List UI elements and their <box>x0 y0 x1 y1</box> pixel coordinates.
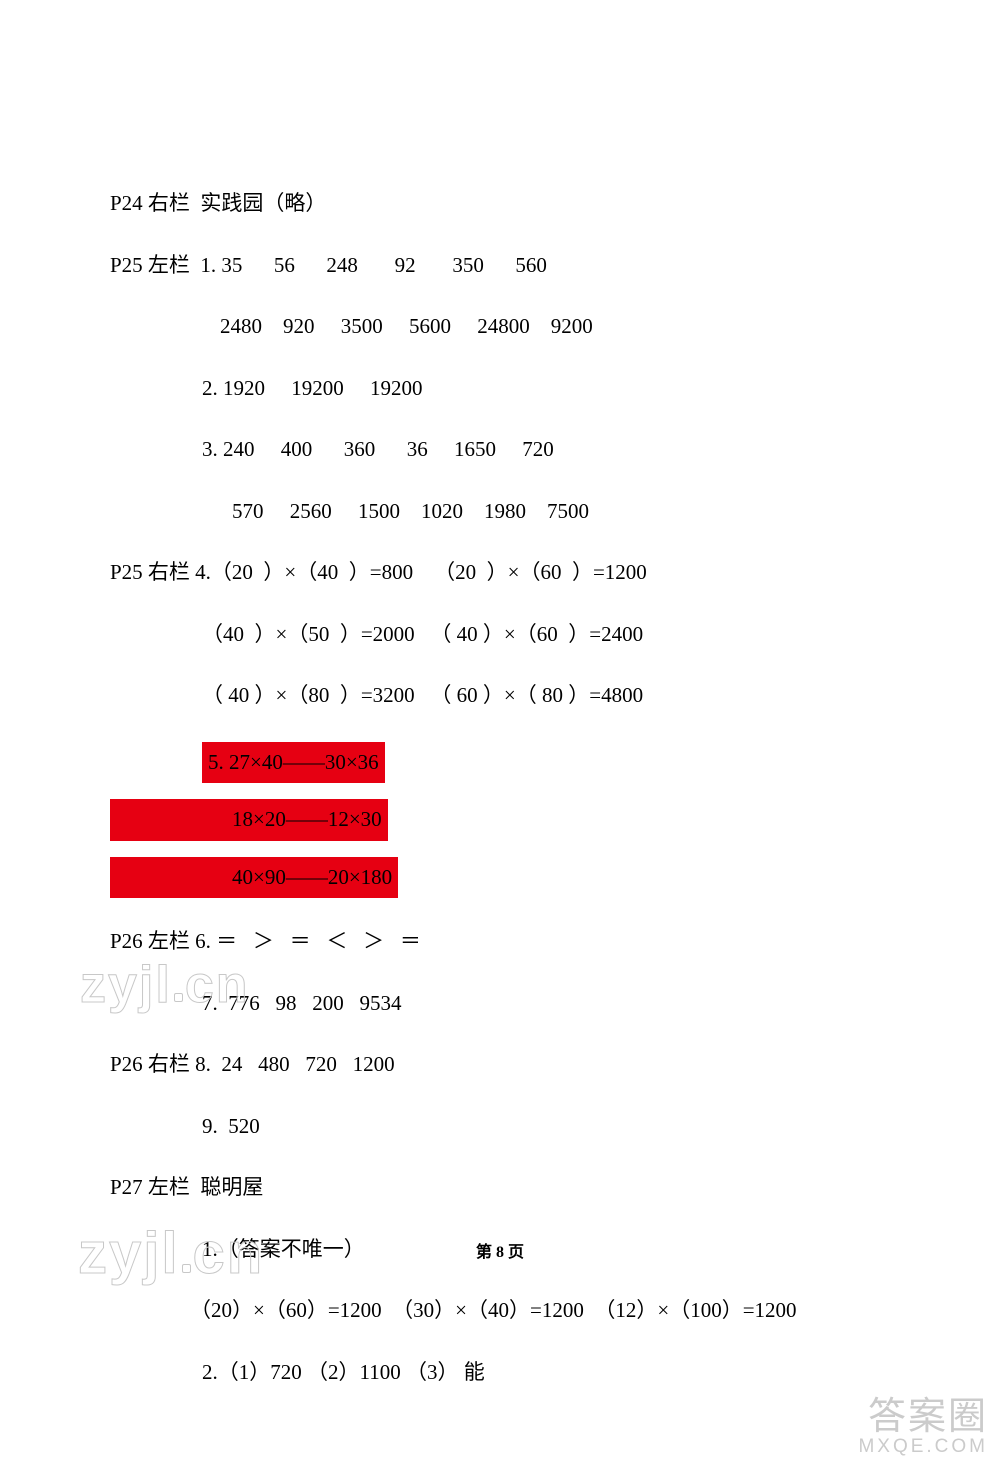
line-p25-right-4c: （ 40 ）×（80 ）=3200 （ 60 ）×（ 80 ）=4800 <box>110 680 900 712</box>
line-p25-left-1: P25 左栏 1. 35 56 248 92 350 560 <box>110 250 900 282</box>
line-p26-right-8: P26 右栏 8. 24 480 720 1200 <box>110 1049 900 1081</box>
page-footer: 第 8 页 <box>0 1238 1000 1262</box>
highlight-5c: 40×90——20×180 <box>110 857 398 899</box>
line-p27-header: P27 左栏 聪明屋 <box>110 1172 900 1204</box>
highlight-row-5c: 40×90——20×180 <box>110 857 900 899</box>
line-p26-right-9: 9. 520 <box>110 1111 900 1143</box>
highlight-row-5b: 18×20——12×30 <box>110 799 900 841</box>
highlight-5a: 5. 27×40——30×36 <box>202 742 385 784</box>
line-p27-2: 2.（1）720 （2）1100 （3） 能 <box>110 1357 900 1389</box>
highlight-row-5a: 5. 27×40——30×36 <box>202 742 900 784</box>
line-p26-left-6: P26 左栏 6. ＝ ＞ ＝ ＜ ＞ ＝ <box>110 926 900 958</box>
corner-line2: MXQE.COM <box>858 1436 988 1459</box>
line-p25-left-2: 2. 1920 19200 19200 <box>110 373 900 405</box>
answer-key-content: P24 右栏 实践园（略） P25 左栏 1. 35 56 248 92 350… <box>110 188 900 1418</box>
line-p25-left-1b: 2480 920 3500 5600 24800 9200 <box>110 311 900 343</box>
line-p25-left-3: 3. 240 400 360 36 1650 720 <box>110 434 900 466</box>
line-p26-left-7: 7. 776 98 200 9534 <box>110 988 900 1020</box>
line-p25-right-4b: （40 ）×（50 ）=2000 （ 40 ）×（60 ）=2400 <box>110 619 900 651</box>
line-p24: P24 右栏 实践园（略） <box>110 188 900 220</box>
line-p25-left-3b: 570 2560 1500 1020 1980 7500 <box>110 496 900 528</box>
line-p27-1b: （20）×（60）=1200 （30）×（40）=1200 （12）×（100）… <box>110 1295 900 1327</box>
line-p25-right-4a: P25 右栏 4.（20 ）×（40 ）=800 （20 ）×（60 ）=120… <box>110 557 900 589</box>
highlight-5b: 18×20——12×30 <box>110 799 388 841</box>
